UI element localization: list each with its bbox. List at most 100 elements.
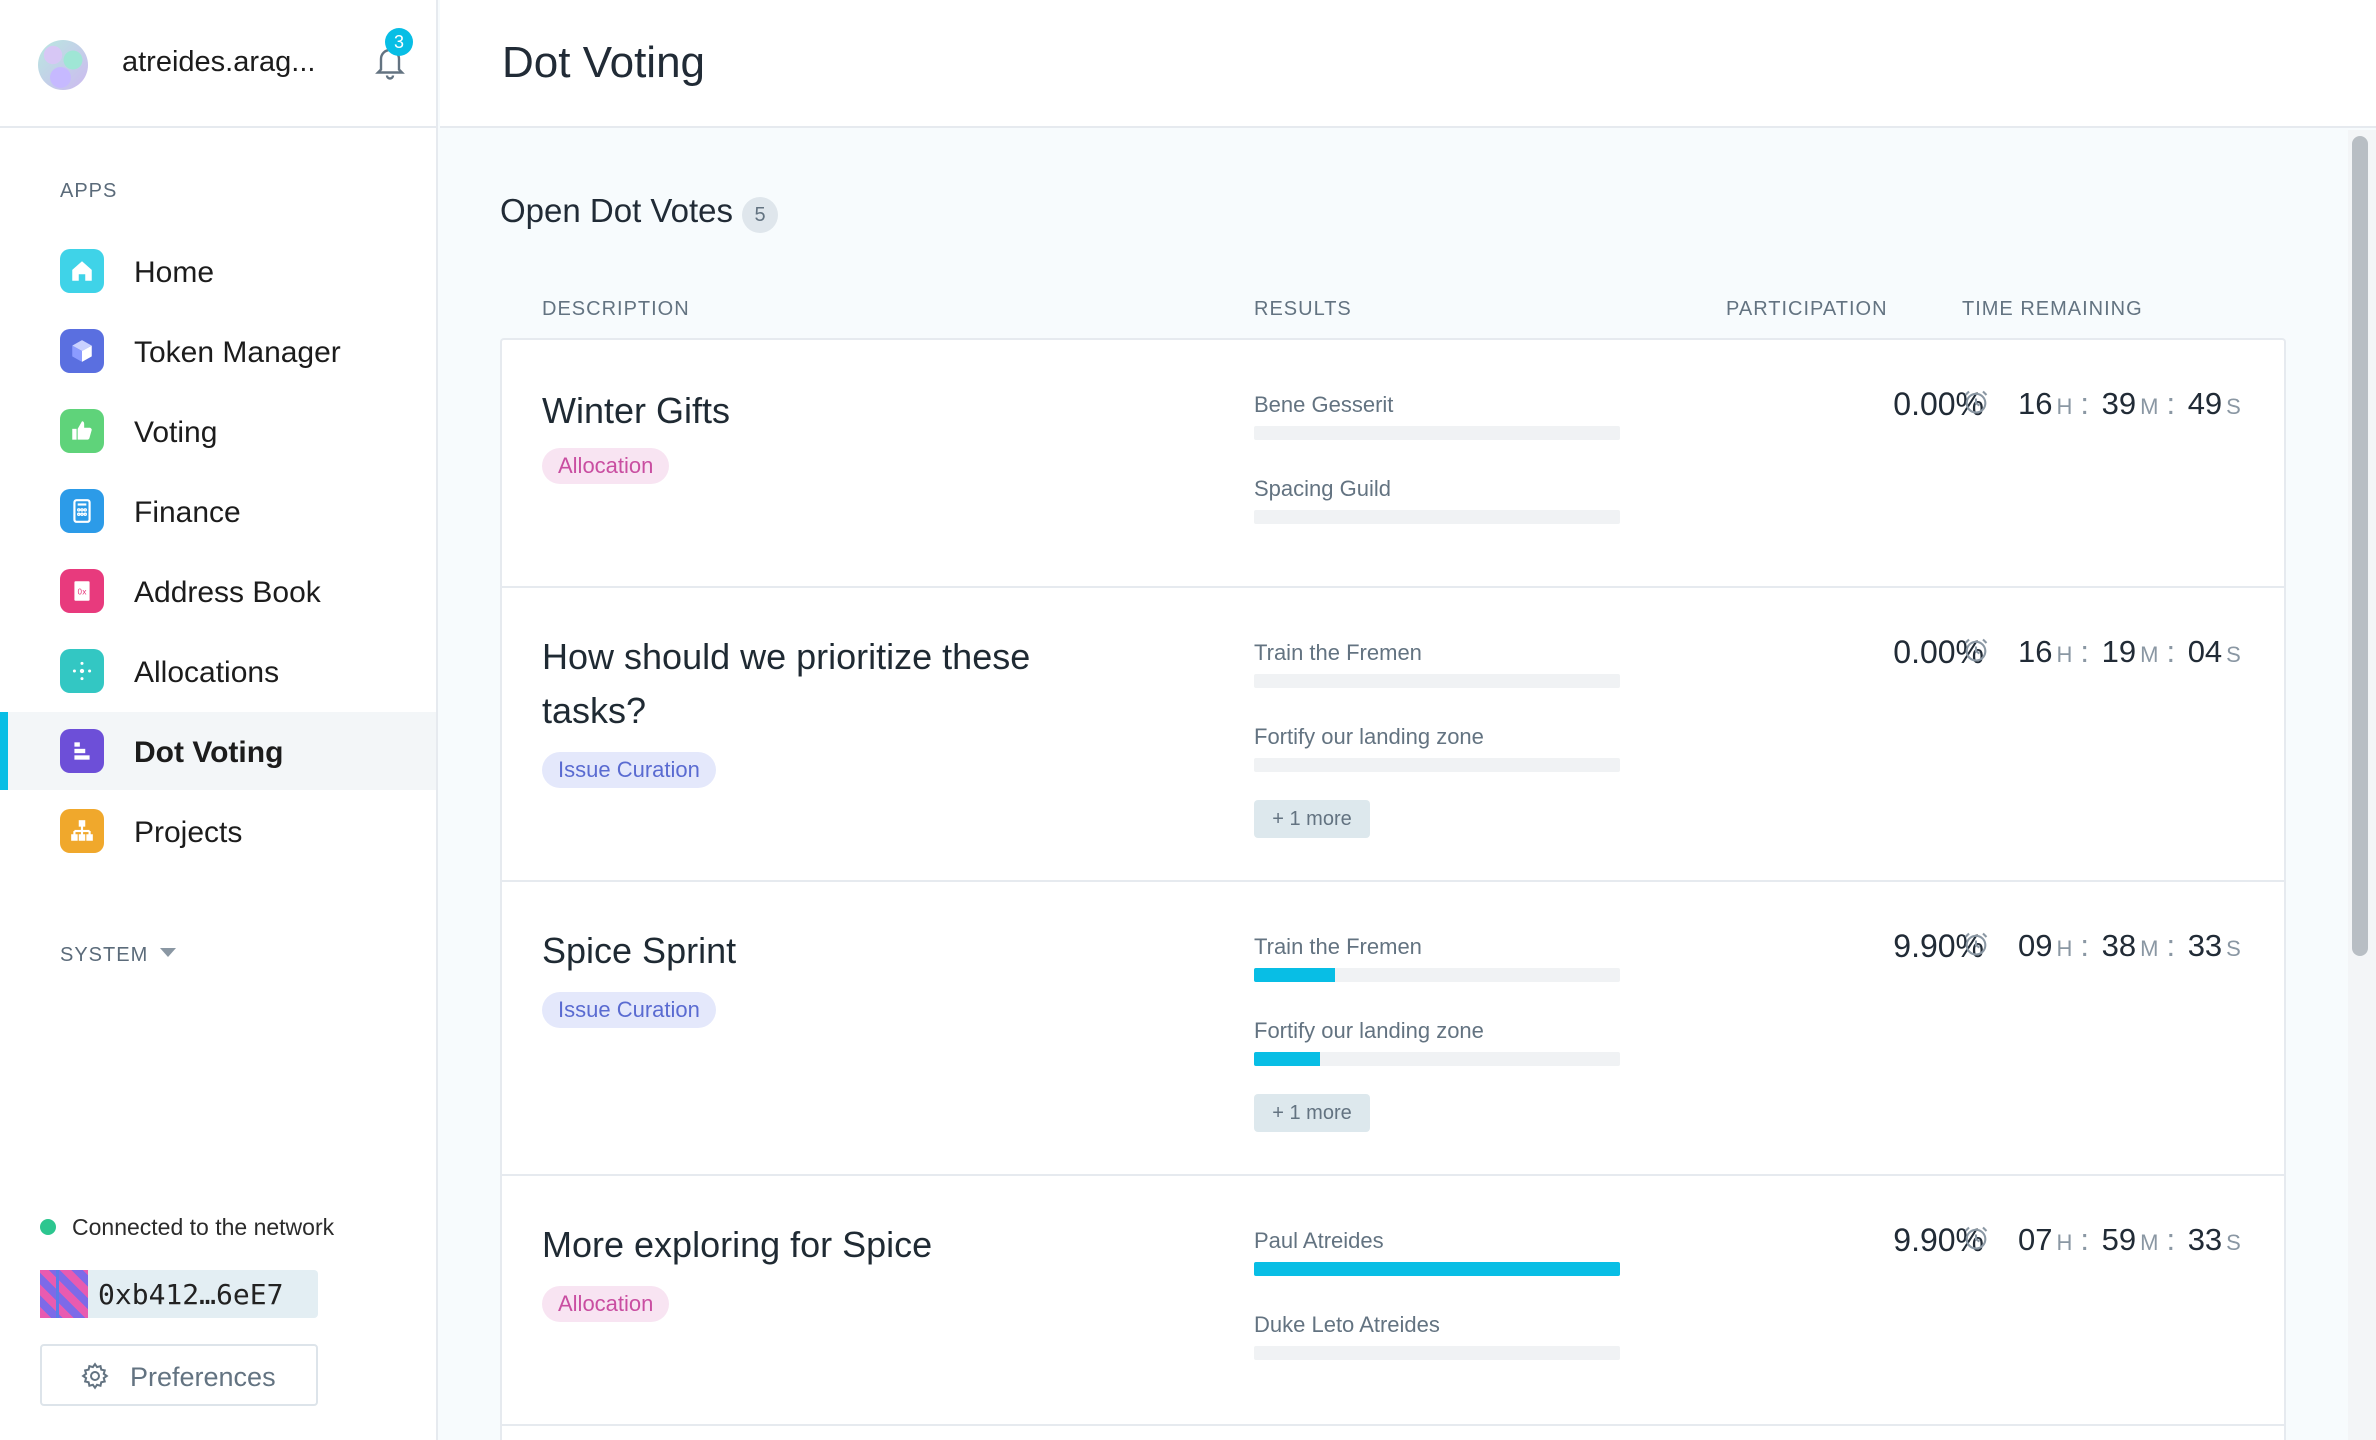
time-remaining: 16 H: 39 M: 49 S (2018, 386, 2241, 421)
org-header: atreides.arag... 3 (0, 0, 436, 128)
sidebar-item-dot-voting[interactable]: Dot Voting (0, 712, 436, 790)
sidebar-item-allocations[interactable]: Allocations (0, 632, 436, 710)
vote-title: How should we prioritize these tasks? (542, 636, 1031, 731)
timer-unit: H (2056, 1230, 2073, 1255)
alarm-clock-icon (1964, 638, 1988, 662)
timer-hours: 09 (2018, 928, 2053, 963)
option-bar (1254, 1052, 1620, 1066)
table-row[interactable]: Spice Sprint Issue Curation Train the Fr… (502, 882, 2284, 1176)
timer-minutes: 19 (2101, 634, 2137, 669)
vote-tag: Allocation (542, 448, 670, 484)
dot-voting-icon (60, 729, 104, 773)
timer-seconds: 49 (2187, 386, 2223, 421)
participation-value: 9.90% (1893, 928, 1984, 964)
sidebar: atreides.arag... 3 APPS Home Token Manag… (0, 0, 438, 1440)
sidebar-item-projects[interactable]: Projects (0, 792, 436, 870)
page-title: Dot Voting (502, 38, 706, 87)
sidebar-item-label: Finance (134, 496, 241, 529)
account-avatar (40, 1270, 88, 1318)
sidebar-item-home[interactable]: Home (0, 232, 436, 310)
sidebar-item-voting[interactable]: Voting (0, 392, 436, 470)
preferences-label: Preferences (130, 1362, 276, 1392)
column-header-results: RESULTS (1254, 298, 1352, 320)
alarm-clock-icon (1964, 390, 1988, 414)
column-header-description: DESCRIPTION (542, 298, 690, 320)
system-toggle[interactable]: SYSTEM (60, 944, 149, 966)
timer-minutes: 59 (2101, 1222, 2137, 1257)
allocations-icon (60, 649, 104, 693)
timer-unit: H (2056, 394, 2073, 419)
timer-minutes: 39 (2101, 386, 2137, 421)
scrollbar-thumb[interactable] (2352, 136, 2368, 956)
org-name[interactable]: atreides.arag... (122, 46, 316, 78)
timer-seconds: 33 (2187, 1222, 2223, 1257)
participation-value: 9.90% (1893, 1222, 1984, 1258)
notification-badge: 3 (385, 28, 413, 56)
vote-tag: Issue Curation (542, 752, 716, 788)
timer-seconds: 33 (2187, 928, 2223, 963)
vote-title: Winter Gifts (542, 390, 731, 431)
timer-hours: 16 (2018, 386, 2053, 421)
timer-unit: S (2226, 642, 2241, 667)
option-bar (1254, 1346, 1620, 1360)
app-header: Dot Voting (440, 0, 2376, 128)
timer-unit: S (2226, 1230, 2241, 1255)
apps-label: APPS (60, 180, 118, 202)
sidebar-item-address-book[interactable]: 0x Address Book (0, 552, 436, 630)
timer-unit: M (2140, 1230, 2159, 1255)
more-options-button[interactable]: + 1 more (1254, 1094, 1370, 1132)
sidebar-item-label: Allocations (134, 656, 280, 689)
option-bar-fill (1254, 1052, 1320, 1066)
table-row[interactable]: More exploring for Spice Allocation Paul… (502, 1176, 2284, 1426)
org-avatar[interactable] (38, 40, 88, 90)
timer-hours: 07 (2018, 1222, 2053, 1257)
more-options-button[interactable]: + 1 more (1254, 800, 1370, 838)
home-icon (60, 249, 104, 293)
time-remaining: 09 H: 38 M: 33 S (2018, 928, 2241, 963)
votes-table: Winter Gifts Allocation Bene Gesserit Sp… (500, 338, 2286, 1440)
alarm-clock-icon (1964, 1226, 1988, 1250)
option-label: Spacing Guild (1254, 476, 1391, 501)
timer-seconds: 04 (2187, 634, 2223, 669)
account-badge[interactable]: 0xb412…6eE7 (40, 1270, 318, 1318)
caret-down-icon[interactable] (160, 948, 176, 957)
sidebar-item-label: Token Manager (134, 336, 341, 369)
timer-minutes: 38 (2101, 928, 2137, 963)
timer-unit: M (2140, 642, 2159, 667)
timer-unit: M (2140, 394, 2159, 419)
column-header-time-remaining: TIME REMAINING (1962, 298, 2143, 320)
option-label: Fortify our landing zone (1254, 724, 1484, 749)
sidebar-item-label: Voting (134, 416, 218, 449)
vote-title: Spice Sprint (542, 930, 737, 971)
option-label: Train the Fremen (1254, 934, 1422, 959)
sidebar-item-finance[interactable]: Finance (0, 472, 436, 550)
option-bar-fill (1254, 968, 1335, 982)
timer-unit: S (2226, 394, 2241, 419)
votes-count-badge: 5 (742, 197, 778, 233)
sidebar-item-token-manager[interactable]: Token Manager (0, 312, 436, 390)
timer-unit: H (2056, 642, 2073, 667)
option-bar (1254, 968, 1620, 982)
section-title: Open Dot Votes (500, 192, 733, 229)
voting-icon (60, 409, 104, 453)
option-label: Duke Leto Atreides (1254, 1312, 1440, 1337)
vote-tag: Allocation (542, 1286, 670, 1322)
option-bar (1254, 758, 1620, 772)
option-bar (1254, 1262, 1620, 1276)
column-header-participation: PARTICIPATION (1726, 298, 1888, 320)
sidebar-item-label: Address Book (134, 576, 321, 609)
finance-icon (60, 489, 104, 533)
vote-title: More exploring for Spice (542, 1224, 933, 1265)
table-row[interactable]: Winter Gifts Allocation Bene Gesserit Sp… (502, 340, 2284, 588)
table-row[interactable]: How should we prioritize these tasks? Is… (502, 588, 2284, 882)
option-label: Bene Gesserit (1254, 392, 1394, 417)
timer-unit: M (2140, 936, 2159, 961)
gear-icon (81, 1362, 109, 1390)
sidebar-item-label: Dot Voting (134, 736, 284, 769)
option-bar (1254, 674, 1620, 688)
time-remaining: 07 H: 59 M: 33 S (2018, 1222, 2241, 1257)
sidebar-item-label: Home (134, 256, 215, 289)
status-dot-icon (40, 1219, 56, 1235)
account-address: 0xb412…6eE7 (98, 1278, 284, 1311)
preferences-button[interactable]: Preferences (40, 1344, 318, 1406)
